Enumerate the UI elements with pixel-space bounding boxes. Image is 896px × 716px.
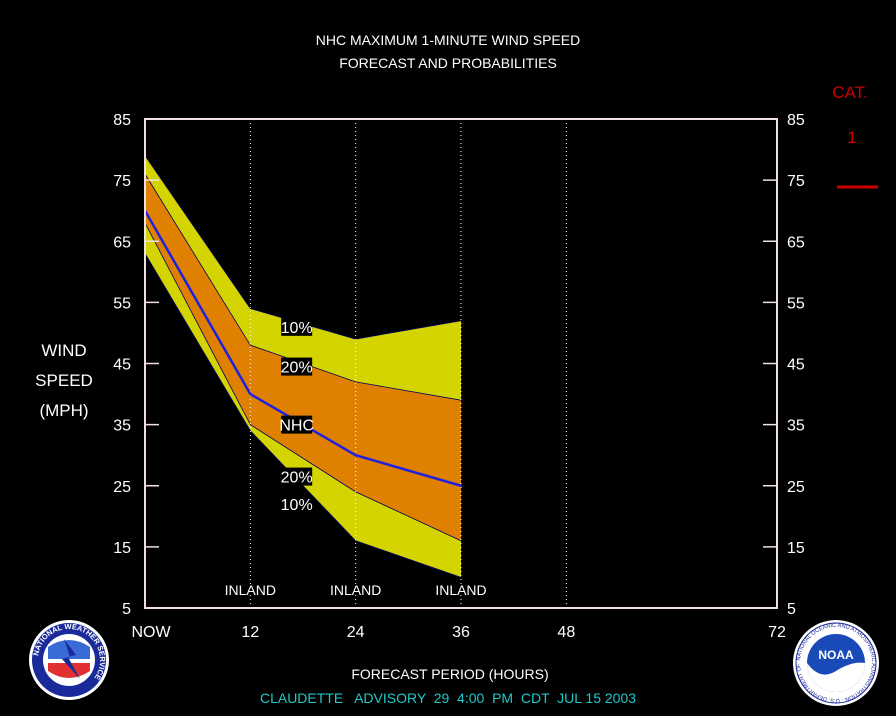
- band-label-box: [281, 317, 313, 336]
- advisory-line: CLAUDETTE ADVISORY 29 4:00 PM CDT JUL 15…: [260, 690, 636, 706]
- inland-label: INLAND: [225, 582, 276, 598]
- band-label: 20%: [281, 360, 313, 377]
- category-legend: CAT. 1: [832, 83, 878, 189]
- band-edge-lower: [144, 253, 462, 578]
- band-label: NHC: [279, 418, 314, 435]
- noaa-logo-text: NOAA: [818, 648, 854, 662]
- x-tick-label: NOW: [131, 624, 171, 641]
- nhc-forecast-point: [459, 484, 463, 487]
- y-tick-label-right: 85: [787, 112, 805, 129]
- chart-subtitle: FORECAST AND PROBABILITIES: [339, 55, 557, 71]
- y-tick-label-right: 45: [787, 357, 805, 374]
- y-tick-label-left: 55: [113, 295, 131, 312]
- band-label-box: [281, 467, 313, 486]
- y-tick-label-right: 35: [787, 418, 805, 435]
- y-tick-label-left: 45: [113, 357, 131, 374]
- inland-label: INLAND: [435, 582, 486, 598]
- category-value: 1: [847, 128, 856, 147]
- band-edge-lower: [144, 222, 462, 542]
- nhc-forecast-point: [249, 392, 252, 396]
- y-axis-title: WIND SPEED (MPH): [35, 341, 93, 420]
- y-axis-title-line-3: (MPH): [39, 401, 88, 420]
- y-tick-label-right: 5: [787, 601, 796, 618]
- y-tick-label-left: 5: [122, 601, 131, 618]
- chart-title: NHC MAXIMUM 1-MINUTE WIND SPEED: [316, 32, 580, 48]
- inland-label: INLAND: [330, 582, 381, 598]
- y-tick-label-left: 75: [113, 173, 131, 190]
- band-inner: [145, 174, 461, 541]
- band-label: 10%: [281, 320, 313, 337]
- y-tick-label-left: 65: [113, 234, 131, 251]
- band-label-box: [281, 415, 313, 434]
- y-tick-label-right: 55: [787, 295, 805, 312]
- y-axis-title-line-1: WIND: [41, 341, 86, 360]
- band-label: 10%: [281, 497, 313, 514]
- category-title: CAT.: [832, 83, 868, 102]
- band-label-box: [281, 357, 313, 376]
- y-tick-label-left: 85: [113, 112, 131, 129]
- y-axis-title-line-2: SPEED: [35, 371, 93, 390]
- x-tick-label: 24: [347, 624, 365, 641]
- y-tick-label-left: 35: [113, 418, 131, 435]
- nws-logo-icon: NATIONAL WEATHER SERVICE: [29, 620, 109, 700]
- y-tick-label-right: 65: [787, 234, 805, 251]
- band-label: 20%: [281, 470, 313, 487]
- y-tick-label-right: 25: [787, 479, 805, 496]
- x-axis-title: FORECAST PERIOD (HOURS): [351, 666, 548, 682]
- noaa-logo-icon: NATIONAL OCEANIC AND ATMOSPHERIC ADMINIS…: [790, 619, 879, 706]
- band-label-box: [281, 495, 313, 514]
- y-tick-label-left: 25: [113, 479, 131, 496]
- x-tick-label: 12: [241, 624, 259, 641]
- y-tick-label-right: 15: [787, 540, 805, 557]
- y-tick-label-right: 75: [787, 173, 805, 190]
- x-tick-label: 48: [557, 624, 575, 641]
- nhc-forecast-point: [354, 453, 357, 457]
- x-tick-label: 72: [768, 624, 786, 641]
- y-tick-label-left: 15: [113, 540, 131, 557]
- x-tick-label: 36: [452, 624, 470, 641]
